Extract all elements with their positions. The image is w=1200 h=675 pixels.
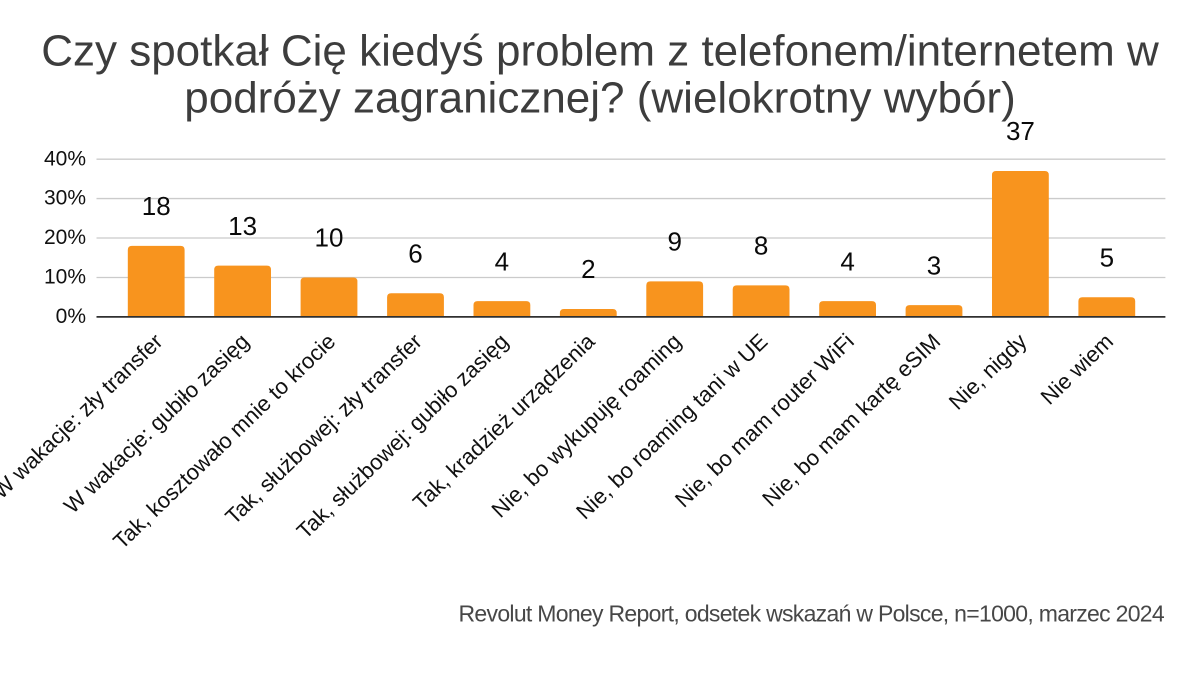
svg-text:10: 10 bbox=[315, 223, 344, 253]
svg-text:18: 18 bbox=[142, 191, 171, 221]
svg-text:Nie, bo mam router WiFi: Nie, bo mam router WiFi bbox=[670, 329, 859, 513]
svg-text:4: 4 bbox=[840, 246, 854, 276]
svg-text:37: 37 bbox=[1006, 116, 1035, 146]
svg-text:40%: 40% bbox=[44, 147, 86, 170]
svg-text:20%: 20% bbox=[44, 226, 86, 249]
svg-text:Czy spotkał Cię kiedyś problem: Czy spotkał Cię kiedyś problem z telefon… bbox=[41, 27, 1159, 76]
svg-text:30%: 30% bbox=[44, 187, 86, 210]
svg-text:2: 2 bbox=[581, 254, 595, 284]
svg-text:podróży zagranicznej? (wielokr: podróży zagranicznej? (wielokrotny wybór… bbox=[184, 74, 1015, 123]
svg-text:8: 8 bbox=[754, 231, 768, 261]
svg-text:6: 6 bbox=[408, 238, 422, 268]
svg-text:3: 3 bbox=[927, 250, 941, 280]
svg-text:9: 9 bbox=[667, 227, 681, 257]
svg-text:Revolut Money Report, odsetek: Revolut Money Report, odsetek wskazań w … bbox=[459, 601, 1165, 627]
svg-text:5: 5 bbox=[1100, 242, 1114, 272]
svg-text:0%: 0% bbox=[56, 305, 86, 328]
svg-text:10%: 10% bbox=[44, 266, 86, 289]
svg-text:Nie, bo mam kartę eSIM: Nie, bo mam kartę eSIM bbox=[757, 329, 945, 512]
svg-text:13: 13 bbox=[228, 211, 257, 241]
svg-text:Nie, nigdy: Nie, nigdy bbox=[944, 329, 1032, 415]
svg-text:4: 4 bbox=[495, 246, 509, 276]
svg-text:Nie wiem: Nie wiem bbox=[1036, 329, 1118, 410]
